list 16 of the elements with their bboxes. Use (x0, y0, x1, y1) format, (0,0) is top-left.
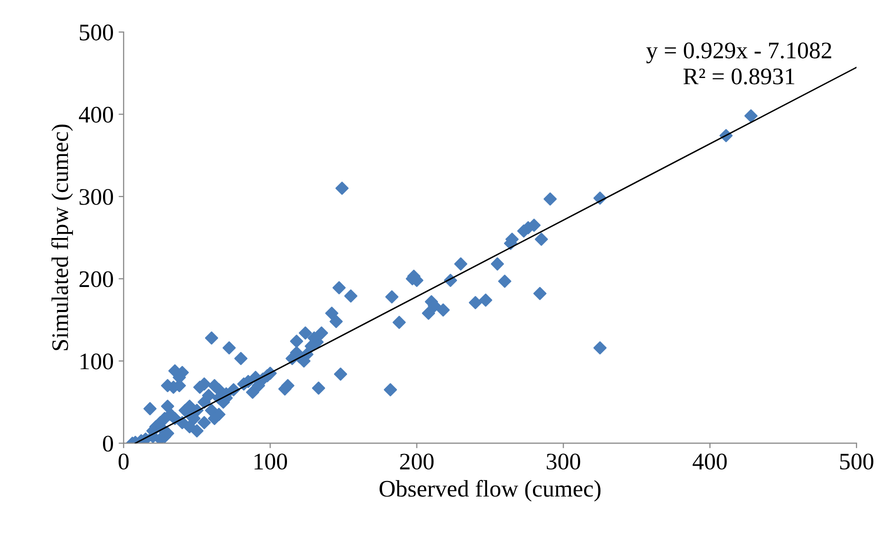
x-tick-label: 500 (840, 454, 874, 470)
y-axis-title: Simulated flpw (cumec) (51, 124, 73, 350)
y-tick-label: 300 (80, 189, 113, 205)
y-tick-label: 0 (102, 436, 113, 452)
annotation: R² = 0.8931 (683, 68, 794, 85)
y-tick-label: 100 (80, 353, 113, 370)
x-tick-label: 0 (118, 454, 129, 470)
x-tick-label: 400 (692, 454, 727, 470)
y-tick-label: 400 (78, 106, 113, 123)
y-tick-label: 500 (80, 24, 113, 40)
x-axis-title: Observed flow (cumec) (380, 480, 600, 502)
x-tick-label: 100 (254, 454, 288, 470)
x-tick-label: 300 (546, 454, 580, 470)
x-tick-label: 200 (400, 454, 434, 470)
y-tick-label: 200 (80, 271, 113, 288)
annotation: y = 0.929x - 7.1082 (646, 42, 832, 64)
